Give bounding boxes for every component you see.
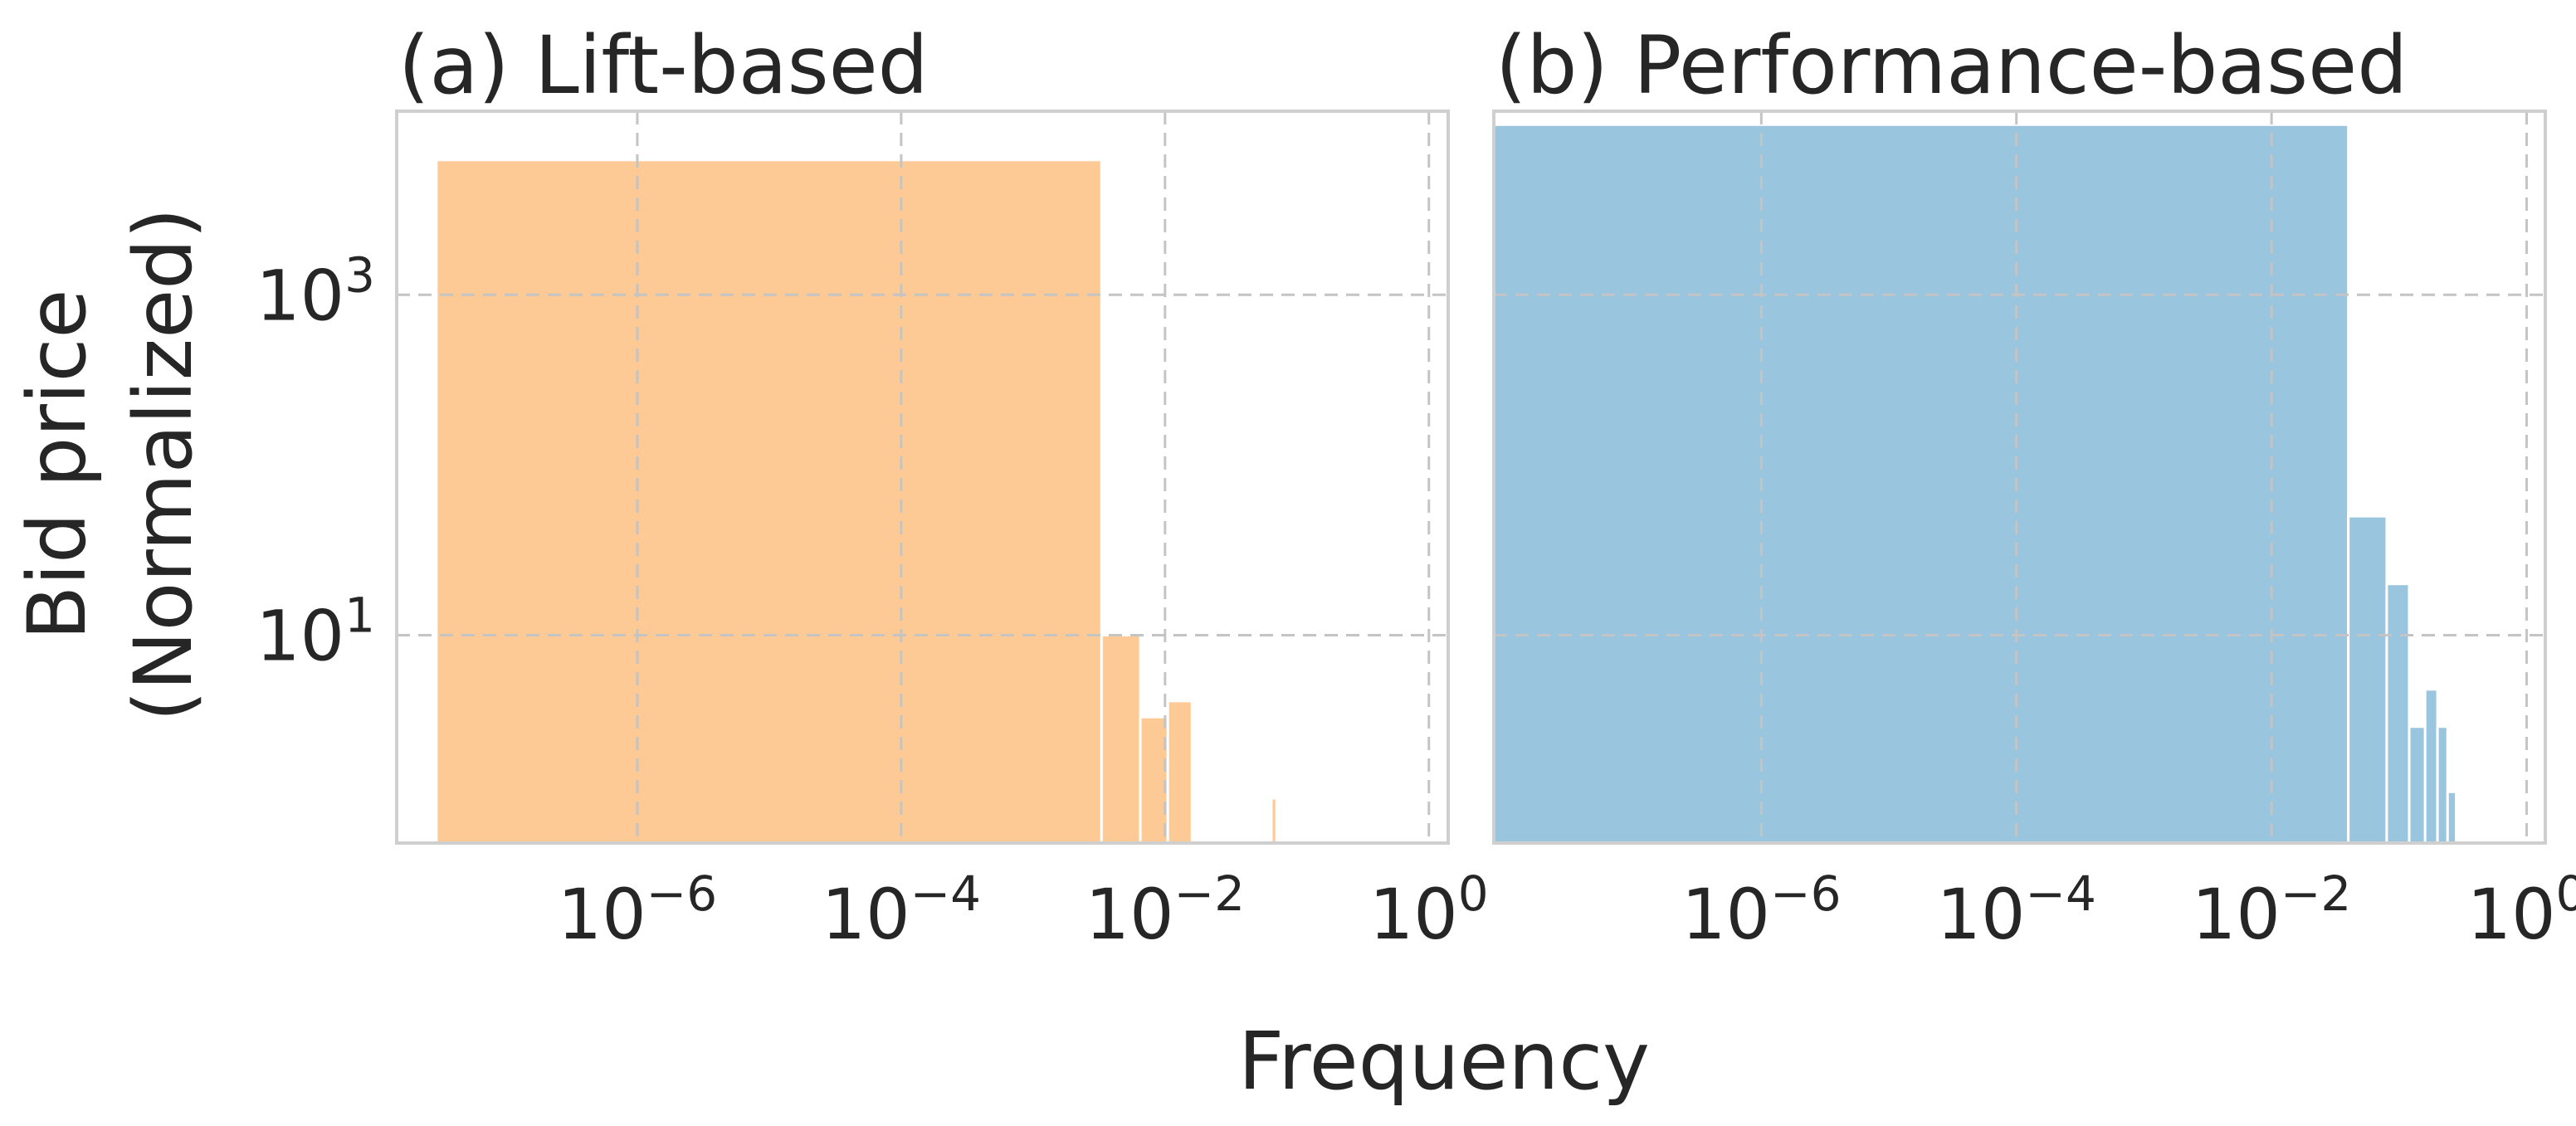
x-tick-label: 10−2: [2192, 865, 2351, 955]
y-tick-label: 101: [256, 587, 375, 676]
histogram-bar: [2423, 688, 2439, 845]
x-tick-label: 10−2: [1086, 865, 1245, 955]
y-axis-label-line1: Bid price: [11, 290, 104, 641]
x-tick-label: 10−4: [1937, 865, 2096, 955]
histogram-bar: [2408, 725, 2427, 845]
histogram-bar: [2446, 790, 2458, 845]
histogram-bar: [1270, 797, 1278, 845]
histogram-bar: [2436, 725, 2449, 845]
histogram-bar: [2385, 582, 2411, 845]
panel-title: (b) Performance-based: [1495, 19, 2408, 112]
panel-performance-based: (b) Performance-based 10−6 10−4 10−2 100: [1492, 19, 2576, 955]
histogram-bar: [1100, 633, 1142, 845]
histogram-bar: [1492, 123, 2350, 845]
x-tick-label: 10−6: [558, 865, 717, 955]
histogram-bar: [1139, 715, 1169, 845]
histogram-bar: [2347, 514, 2388, 845]
histogram-bar: [1166, 699, 1193, 845]
panel-title: (a) Lift-based: [398, 19, 929, 112]
x-tick-label: 100: [1369, 865, 1489, 955]
y-tick-label: 103: [256, 246, 375, 336]
x-tick-label: 10−4: [822, 865, 981, 955]
y-axis-label-line2: (Normalized): [117, 207, 210, 721]
x-axis-label: Frequency: [1238, 1015, 1650, 1108]
plot-frame: [1492, 110, 2547, 845]
x-tick-label: 100: [2467, 865, 2576, 955]
panel-lift-based: (a) Lift-based 10−6 10−4 10−2 100 101 103: [256, 19, 1488, 955]
x-tick-label: 10−6: [1681, 865, 1841, 955]
plot-frame: [395, 110, 1450, 845]
histogram-bar: [435, 158, 1103, 845]
